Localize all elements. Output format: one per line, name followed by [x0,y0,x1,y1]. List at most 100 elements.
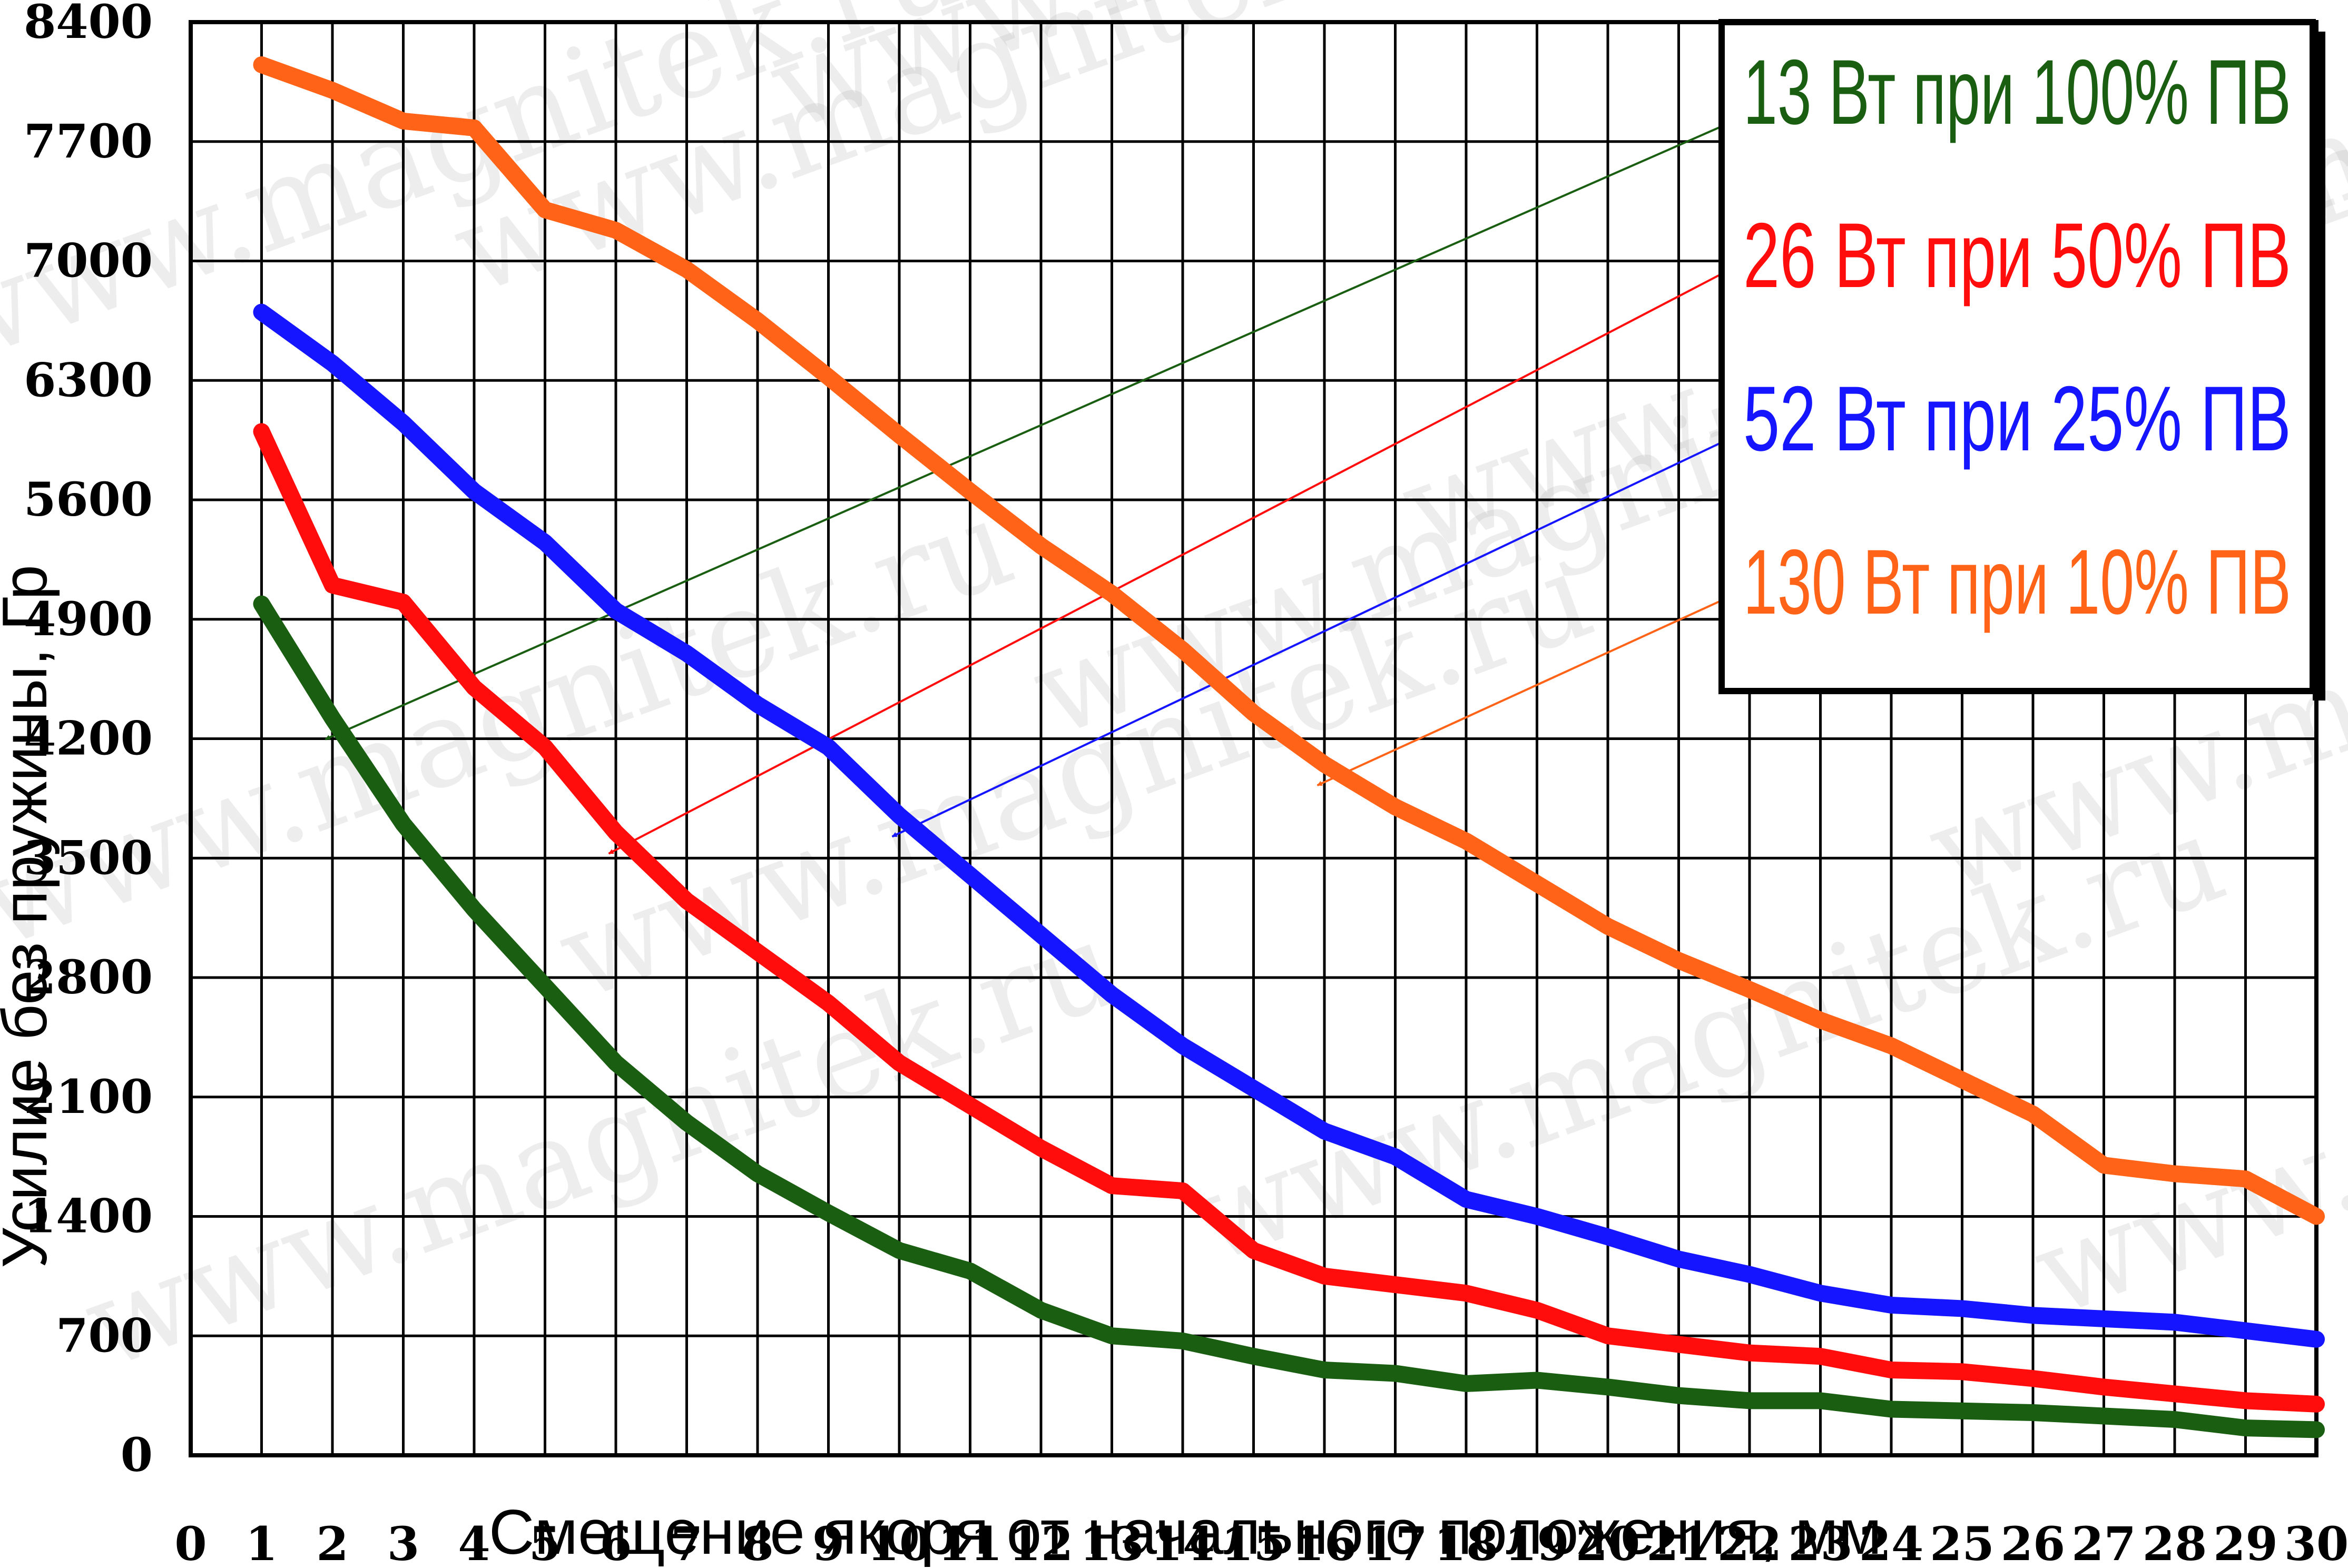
data-point [1820,1293,1821,1294]
plot-frame [189,20,2318,1457]
data-point [1678,1344,1679,1345]
data-point [1182,1190,1183,1191]
data-point [2032,1412,2033,1414]
data-point [474,687,475,688]
y-tick-label: 3500 [24,830,153,885]
x-tick-label: 28 [2143,1516,2207,1568]
data-point [2103,1386,2105,1388]
data-point [2032,1113,2033,1115]
x-tick-label: 23 [1788,1516,1852,1568]
data-point [402,422,404,424]
x-tick-label: 22 [1717,1516,1782,1568]
y-tick-label: 8400 [24,0,153,49]
x-tick-label: 14 [1151,1516,1215,1568]
data-point [544,746,546,748]
data-point [828,1212,829,1214]
data-point [757,704,758,705]
data-point [615,832,616,833]
data-point [1607,1335,1608,1337]
x-tick-label: 8 [741,1516,773,1568]
legend-shadow-right [2313,32,2325,701]
x-tick-label: 17 [1363,1516,1427,1568]
data-point [544,541,546,543]
data-point [2103,1415,2105,1417]
y-tick-label: 5600 [24,472,153,527]
x-tick-label: 4 [458,1516,490,1568]
data-point [2174,1173,2175,1175]
data-point [402,601,404,603]
data-point [2174,1393,2175,1395]
legend-item-label: 130 Вт при 10% ПВ [1743,531,2291,634]
data-point [1820,1400,1821,1402]
x-tick-label: 11 [938,1516,1002,1568]
data-point [1820,1019,1821,1021]
data-point [332,362,333,364]
data-point [1324,1275,1325,1277]
x-tick-label: 12 [1009,1516,1073,1568]
data-point [1111,994,1113,995]
x-tick-label: 16 [1292,1516,1357,1568]
x-tick-label: 25 [1930,1516,1994,1568]
data-point [899,815,900,816]
x-tick-label: 5 [529,1516,561,1568]
data-point [2316,1429,2317,1431]
data-point [1820,1356,1821,1357]
data-point [1040,545,1042,547]
x-tick-label: 10 [867,1516,931,1568]
series-line [253,56,2325,1225]
data-point [1961,1410,1963,1412]
y-tick-label: 4200 [24,711,153,766]
data-point [261,64,262,65]
y-tick-label: 1400 [24,1189,153,1244]
data-point [1607,1236,1608,1238]
data-point [1466,1199,1467,1200]
data-point [1394,1373,1396,1374]
data-point [757,951,758,953]
data-point [1536,883,1538,884]
data-point [1040,1147,1042,1149]
data-point [828,1002,829,1004]
data-point [2245,1178,2246,1180]
legend: 13 Вт при 100% ПВ 26 Вт при 50% ПВ 52 Вт п… [1718,19,2325,701]
data-point [1891,1369,1892,1371]
legend-box [1718,19,2316,694]
data-point [1536,1216,1538,1217]
data-point [1749,1352,1750,1354]
series-line [253,423,2325,1413]
data-point [2316,1338,2317,1340]
x-tick-label: 13 [1079,1516,1144,1568]
y-tick-label: 7000 [24,233,153,288]
data-point [1253,1250,1254,1251]
data-point [1891,1304,1892,1306]
data-point [1182,1340,1183,1342]
x-tick-label: 20 [1576,1516,1640,1568]
x-tick-label: 24 [1859,1516,1923,1568]
data-point [615,230,616,231]
data-point [1466,1293,1467,1294]
data-point [261,431,262,432]
data-point [969,1270,971,1272]
x-tick-label: 1 [245,1516,278,1568]
data-point [1891,1408,1892,1410]
x-tick-label: 19 [1505,1516,1569,1568]
x-tick-label: 18 [1434,1516,1498,1568]
x-tick-label: 9 [812,1516,844,1568]
x-tick-label: 15 [1221,1516,1285,1568]
y-tick-label: 4900 [24,591,153,646]
y-tick-label: 7700 [24,114,153,169]
x-tick-label: 6 [600,1516,632,1568]
x-tick-label: 21 [1646,1516,1711,1568]
data-point [332,584,333,586]
legend-leader-lines [325,125,1722,855]
data-point [1961,1371,1963,1373]
data-point [615,610,616,612]
data-point [261,603,262,605]
y-tick-label: 2800 [24,950,153,1004]
x-tick-label: 29 [2213,1516,2277,1568]
data-point [1961,1079,1963,1081]
data-point [828,376,829,378]
data-point [1749,1400,1750,1402]
data-point [1961,1308,1963,1309]
data-point [2174,1418,2175,1420]
data-point [1253,1356,1254,1357]
